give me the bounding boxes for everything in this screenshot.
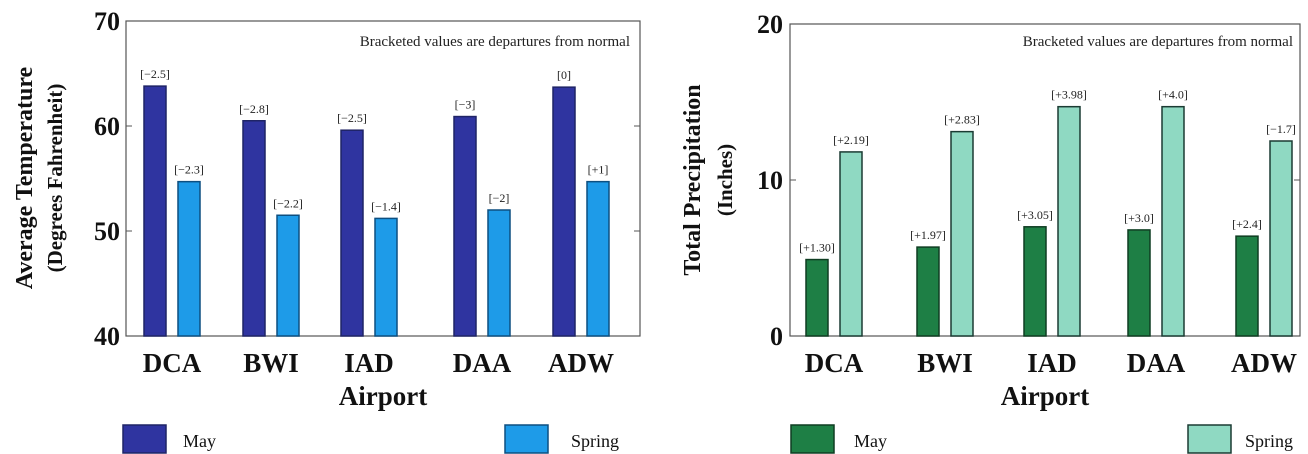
chart1-data-label-spring-daa: [−2]: [489, 191, 510, 205]
chart1-ytick-label: 70: [94, 7, 120, 36]
chart1-legend-swatch-spring: [504, 424, 549, 454]
chart1-bar-spring-iad: [374, 217, 398, 337]
chart1-data-label-may-bwi: [−2.8]: [239, 102, 269, 116]
chart2-legend-swatch-may: [790, 424, 835, 454]
chart1-y-axis-label-units: (Degrees Fahrenheit): [43, 84, 67, 273]
chart1-bar-spring-bwi: [276, 214, 300, 337]
chart2-xtick-label: ADW: [1231, 348, 1297, 378]
chart1-data-label-spring-dca: [−2.3]: [174, 163, 204, 177]
chart2-ytick-label: 10: [757, 166, 783, 195]
chart2-data-label-may-bwi: [+1.97]: [910, 228, 946, 242]
chart1-xtick-label: DAA: [453, 348, 512, 378]
chart1-data-label-spring-bwi: [−2.2]: [273, 196, 303, 210]
chart1-legend-label-may: May: [183, 431, 216, 451]
chart2-bar-spring-iad: [1057, 105, 1081, 337]
chart1-xtick-label: BWI: [243, 348, 299, 378]
chart2-bar-spring-adw: [1269, 140, 1293, 337]
chart2-bar-may-bwi: [916, 246, 940, 337]
chart2-bar-may-dca: [805, 258, 829, 337]
chart2-annotation: Bracketed values are departures from nor…: [1023, 34, 1293, 50]
chart1-data-label-may-iad: [−2.5]: [337, 111, 367, 125]
chart2-data-label-spring-bwi: [+2.83]: [944, 113, 980, 127]
chart1-xtick-label: ADW: [548, 348, 614, 378]
chart2-bar-spring-daa: [1161, 105, 1185, 337]
chart1-bar-spring-adw: [586, 180, 610, 337]
chart1-data-label-may-daa: [−3]: [455, 98, 476, 112]
chart2-data-label-may-iad: [+3.05]: [1017, 208, 1053, 222]
chart1-data-label-spring-adw: [+1]: [588, 163, 609, 177]
chart1-bar-may-iad: [340, 129, 364, 337]
chart1-ytick-label: 60: [94, 112, 120, 141]
chart2-bar-spring-bwi: [950, 130, 974, 337]
chart2-y-axis-label-units: (Inches): [713, 144, 737, 216]
chart2-ytick-label: 20: [757, 10, 783, 39]
chart2-xtick-label: DAA: [1127, 348, 1186, 378]
chart1-ytick-label: 40: [94, 322, 120, 351]
chart2-data-label-spring-adw: [−1.7]: [1266, 122, 1296, 136]
chart1-data-label-may-dca: [−2.5]: [140, 67, 170, 81]
chart1-legend-swatch-may: [122, 424, 167, 454]
chart1-legend-label-spring: Spring: [571, 431, 619, 451]
chart2-ytick-label: 0: [770, 322, 783, 351]
chart2-xtick-label: IAD: [1027, 348, 1077, 378]
chart2-data-label-spring-dca: [+2.19]: [833, 133, 869, 147]
chart2-data-label-may-dca: [+1.30]: [799, 241, 835, 255]
chart1-bar-may-daa: [453, 115, 477, 337]
chart1-xtick-label: IAD: [344, 348, 394, 378]
chart2-legend-label-spring: Spring: [1245, 431, 1293, 451]
chart1-ytick-label: 50: [94, 217, 120, 246]
chart2-x-axis-label: Airport: [1001, 381, 1089, 411]
chart1-x-axis-label: Airport: [339, 381, 427, 411]
chart1-bar-may-adw: [552, 86, 576, 337]
chart2-data-label-may-adw: [+2.4]: [1232, 217, 1262, 231]
chart2-y-axis-label: Total Precipitation: [680, 84, 706, 275]
chart2-legend-label-may: May: [854, 431, 887, 451]
chart1-data-label-may-adw: [0]: [557, 68, 571, 82]
chart2-data-label-may-daa: [+3.0]: [1124, 211, 1154, 225]
chart2-data-label-spring-daa: [+4.0]: [1158, 88, 1188, 102]
chart1-data-label-spring-iad: [−1.4]: [371, 199, 401, 213]
chart1-bar-may-dca: [143, 85, 167, 337]
chart1-y-axis-label: Average Temperature: [12, 66, 38, 289]
chart2-xtick-label: DCA: [805, 348, 864, 378]
chart2-bar-may-iad: [1023, 226, 1047, 337]
chart2-data-label-spring-iad: [+3.98]: [1051, 88, 1087, 102]
chart2-bar-spring-dca: [839, 151, 863, 337]
chart1-bar-spring-daa: [487, 209, 511, 337]
chart1-annotation: Bracketed values are departures from nor…: [360, 34, 630, 50]
chart2-legend-swatch-spring: [1187, 424, 1232, 454]
chart1-bar-spring-dca: [177, 180, 201, 337]
chart1-xtick-label: DCA: [143, 348, 202, 378]
chart2-xtick-label: BWI: [917, 348, 973, 378]
chart2-bar-may-daa: [1127, 229, 1151, 337]
chart2-bar-may-adw: [1235, 235, 1259, 337]
chart1-bar-may-bwi: [242, 120, 266, 337]
